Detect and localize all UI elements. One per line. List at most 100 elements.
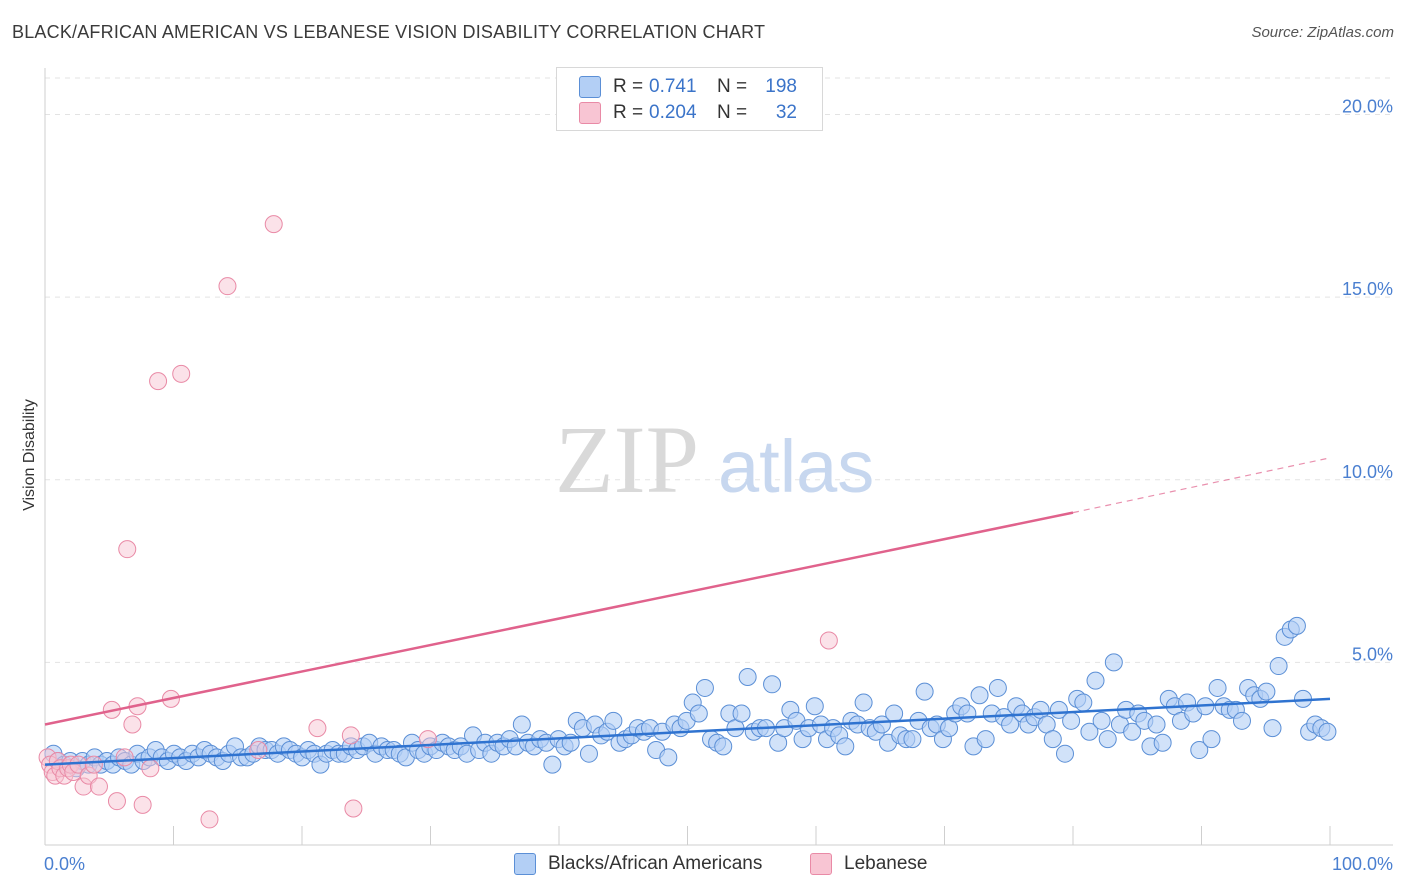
x-tick-label-min: 0.0% [44,854,85,874]
data-point-blacks [1190,741,1209,760]
data-point-blacks [659,748,678,767]
data-point-lebanese [89,777,108,796]
bottom-legend-swatch-pink [810,853,832,875]
data-point-blacks [1056,744,1075,763]
data-point-blacks [1257,682,1276,701]
y-tick-label: 5.0% [1352,644,1393,664]
data-point-blacks [1153,733,1172,752]
data-point-lebanese [308,719,327,738]
data-point-blacks [915,682,934,701]
legend-swatch-blue [579,76,601,98]
data-point-blacks [805,697,824,716]
data-point-lebanese [115,748,134,767]
legend-n-value: 198 [765,76,797,97]
data-point-blacks [1123,722,1142,741]
legend-n-label: N = [717,76,748,97]
data-point-lebanese [84,755,103,774]
y-tick-label: 20.0% [1342,97,1393,117]
data-point-blacks [1080,722,1099,741]
data-point-lebanese [107,792,126,811]
y-tick-labels: 5.0% 10.0% 15.0% 20.0% [1342,97,1393,665]
y-tick-label: 15.0% [1342,279,1393,299]
data-point-lebanese [118,540,137,559]
y-axis-label: Vision Disability [21,399,38,511]
series-lebanese-points [38,215,838,829]
legend-n-label: N = [717,102,748,123]
data-point-lebanese [264,215,283,234]
data-point-blacks [1062,711,1081,730]
legend-row-blacks: R = 0.741 N = 198 [579,75,797,99]
regression-lines [44,457,1331,766]
data-point-blacks [885,704,904,723]
watermark-atlas: atlas [718,425,874,508]
source-credit: Source: ZipAtlas.com [1251,24,1394,41]
data-point-lebanese [341,726,360,745]
data-point-blacks [1098,730,1117,749]
data-point-blacks [763,675,782,694]
correlation-legend: R = 0.741 N = 198 R = 0.204 N = 32 [556,67,823,131]
data-point-blacks [1086,671,1105,690]
chart-title: BLACK/AFRICAN AMERICAN VS LEBANESE VISIO… [12,22,766,42]
data-point-blacks [689,704,708,723]
data-point-lebanese [418,730,437,749]
data-point-blacks [836,737,855,756]
regression-line-blacks [44,697,1331,766]
axes [44,68,1393,846]
data-point-blacks [732,704,751,723]
data-point-blacks [988,678,1007,697]
data-point-lebanese [819,631,838,650]
data-point-blacks [604,711,623,730]
data-point-lebanese [249,741,268,760]
legend-row-lebanese: R = 0.204 N = 32 [579,101,797,125]
bottom-legend-label-lebanese: Lebanese [844,853,928,874]
data-point-lebanese [141,759,160,778]
data-point-blacks [970,686,989,705]
series-blacks-points [44,616,1337,778]
legend-r-value: 0.204 [649,102,697,123]
data-point-blacks [1318,722,1337,741]
bottom-legend-swatch-blue [514,853,536,875]
legend-r-label: R = [613,76,644,97]
data-point-blacks [1147,715,1166,734]
bottom-legend-label-blacks: Blacks/African Americans [548,853,763,874]
legend-r-label: R = [613,102,644,123]
data-point-blacks [872,715,891,734]
data-point-lebanese [218,277,237,296]
regression-line-lebanese-extension [1072,457,1331,514]
data-point-blacks [1263,719,1282,738]
data-point-blacks [543,755,562,774]
data-point-blacks [903,730,922,749]
data-point-blacks [1208,678,1227,697]
data-point-blacks [1202,730,1221,749]
x-tick-label-max: 100.0% [1332,854,1393,874]
data-point-blacks [958,704,977,723]
data-point-lebanese [344,799,363,818]
data-point-blacks [976,730,995,749]
legend-swatch-pink [579,102,601,124]
legend-r-value: 0.741 [649,76,697,97]
data-point-blacks [738,667,757,686]
data-point-blacks [1269,657,1288,676]
watermark-zip: ZIP [555,406,699,513]
data-point-blacks [714,737,733,756]
data-point-blacks [1092,711,1111,730]
data-point-blacks [512,715,531,734]
legend-n-value: 32 [775,102,797,123]
y-tick-label: 10.0% [1342,462,1393,482]
data-point-lebanese [133,795,152,814]
bottom-legend-blacks: Blacks/African Americans [514,852,762,876]
data-point-blacks [579,744,598,763]
data-point-blacks [1043,730,1062,749]
data-point-lebanese [123,715,142,734]
data-point-blacks [1232,711,1251,730]
regression-line-lebanese [44,511,1074,726]
data-point-lebanese [149,372,168,391]
data-point-lebanese [200,810,219,829]
data-point-blacks [854,693,873,712]
grid-lines [45,77,1393,663]
data-point-blacks [695,678,714,697]
data-point-blacks [1104,653,1123,672]
data-point-lebanese [172,364,191,383]
bottom-legend-lebanese: Lebanese [810,852,927,876]
